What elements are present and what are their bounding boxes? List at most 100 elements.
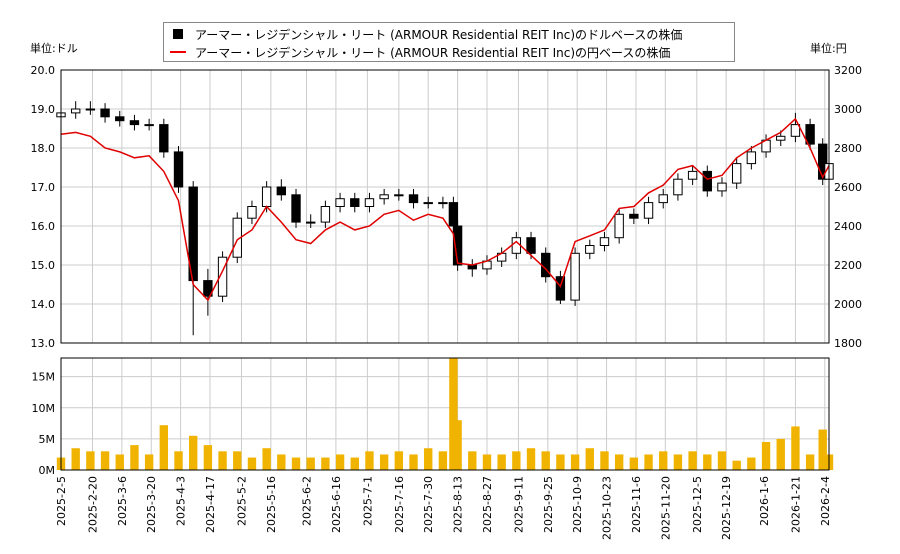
candle: [408, 188, 419, 209]
candle: [805, 118, 815, 150]
x-tick-label: 2026-1-6: [758, 476, 771, 526]
volume-bar: [659, 451, 668, 470]
volume-bar: [453, 420, 462, 470]
x-tick-label: 2025-12-5: [691, 476, 704, 533]
candle: [687, 165, 698, 186]
x-tick-label: 2025-7-30: [422, 476, 435, 533]
volume-bar: [409, 454, 418, 470]
candle: [614, 208, 624, 244]
candle-body: [276, 186, 287, 196]
volume-bar: [600, 451, 609, 470]
candle: [247, 200, 257, 225]
volume-bar: [424, 448, 433, 470]
x-tick-label: 2025-5-16: [265, 476, 278, 533]
volume-bar: [468, 451, 477, 470]
x-tick-label: 2025-10-23: [601, 476, 614, 540]
jpy-tick-label: 3000: [834, 103, 862, 116]
price-tick-label: 19.0: [31, 103, 56, 116]
volume-bar: [379, 454, 389, 470]
candle-body: [379, 194, 389, 200]
candle-body: [217, 256, 228, 297]
volume-bar: [321, 457, 330, 470]
x-tick-label: 2025-2-20: [86, 476, 99, 533]
x-tick-label: 2025-4-3: [175, 476, 188, 526]
legend-item-usd: アーマー・レジデンシャル・リート (ARMOUR Residential REI…: [170, 25, 728, 43]
legend-item-jpy: アーマー・レジデンシャル・リート (ARMOUR Residential REI…: [170, 43, 728, 61]
candle: [144, 118, 154, 131]
x-tick-label: 2025-5-2: [235, 476, 248, 526]
volume-tick-label: 15M: [32, 371, 56, 384]
volume-bar: [541, 451, 550, 470]
candle-body: [643, 202, 654, 219]
volume-bar: [512, 451, 521, 470]
candle-body: [599, 237, 610, 246]
candle-body: [614, 213, 624, 239]
jpy-tick-label: 2400: [834, 220, 862, 233]
candle-body: [585, 245, 595, 254]
volume-bar: [247, 457, 257, 470]
x-tick-label: 2025-8-13: [452, 476, 465, 533]
volume-bar: [703, 454, 712, 470]
candle-body: [364, 198, 375, 207]
candle-body: [687, 170, 698, 180]
legend-swatch-jpy: [170, 51, 186, 53]
candle-body: [129, 120, 140, 126]
jpy-tick-label: 2000: [834, 298, 862, 311]
jpy-tick-label: 2800: [834, 142, 862, 155]
candle: [629, 208, 639, 225]
volume-bar: [218, 451, 227, 470]
volume-bar: [100, 451, 110, 470]
candle: [291, 188, 301, 228]
volume-bar: [449, 358, 458, 470]
volume-bar: [115, 454, 124, 470]
candle: [702, 165, 712, 197]
candle-body: [70, 108, 81, 114]
volume-tick-label: 10M: [32, 402, 56, 415]
x-tick-label: 2025-8-27: [481, 476, 494, 533]
candle-body: [247, 206, 257, 219]
candle-body: [115, 116, 125, 122]
price-tick-label: 20.0: [31, 64, 56, 77]
candle-body: [261, 186, 272, 207]
volume-bar: [203, 445, 213, 470]
candle-body: [790, 124, 801, 137]
candle-body: [511, 237, 522, 254]
legend-label-usd: アーマー・レジデンシャル・リート (ARMOUR Residential REI…: [195, 27, 683, 42]
volume-bar: [482, 454, 492, 470]
candle: [673, 173, 683, 201]
volume-bar: [86, 451, 95, 470]
x-tick-label: 2025-7-16: [393, 476, 406, 533]
candle-body: [306, 221, 316, 224]
candle: [438, 196, 448, 209]
candle: [658, 188, 668, 209]
candle-body: [438, 202, 448, 205]
candle: [100, 103, 110, 123]
volume-plot-frame: [60, 357, 830, 471]
volume-tick-label: 5M: [39, 433, 56, 446]
candle-body: [173, 151, 184, 188]
jpy-tick-label: 2600: [834, 181, 862, 194]
volume-bar: [189, 435, 198, 470]
candle: [276, 179, 287, 201]
candle: [217, 251, 228, 303]
candle: [129, 114, 140, 131]
price-plot-frame: [60, 69, 830, 344]
volume-bar: [761, 442, 771, 470]
candle: [115, 110, 125, 127]
candle-body: [746, 151, 757, 165]
candle-body: [320, 206, 331, 223]
candle: [320, 200, 331, 228]
volume-bar: [644, 454, 653, 470]
price-tick-label: 16.0: [31, 220, 56, 233]
x-tick-label: 2025-6-2: [301, 476, 314, 526]
candle-body: [731, 163, 742, 184]
candle: [379, 188, 389, 205]
candle-body: [448, 202, 459, 227]
x-tick-label: 2025-9-11: [512, 476, 525, 533]
volume-bar: [262, 448, 271, 470]
volume-bar: [233, 451, 242, 470]
price-tick-label: 13.0: [31, 337, 56, 350]
x-tick-label: 2025-7-1: [361, 476, 374, 526]
volume-bar: [438, 451, 448, 470]
candle-body: [452, 225, 463, 266]
